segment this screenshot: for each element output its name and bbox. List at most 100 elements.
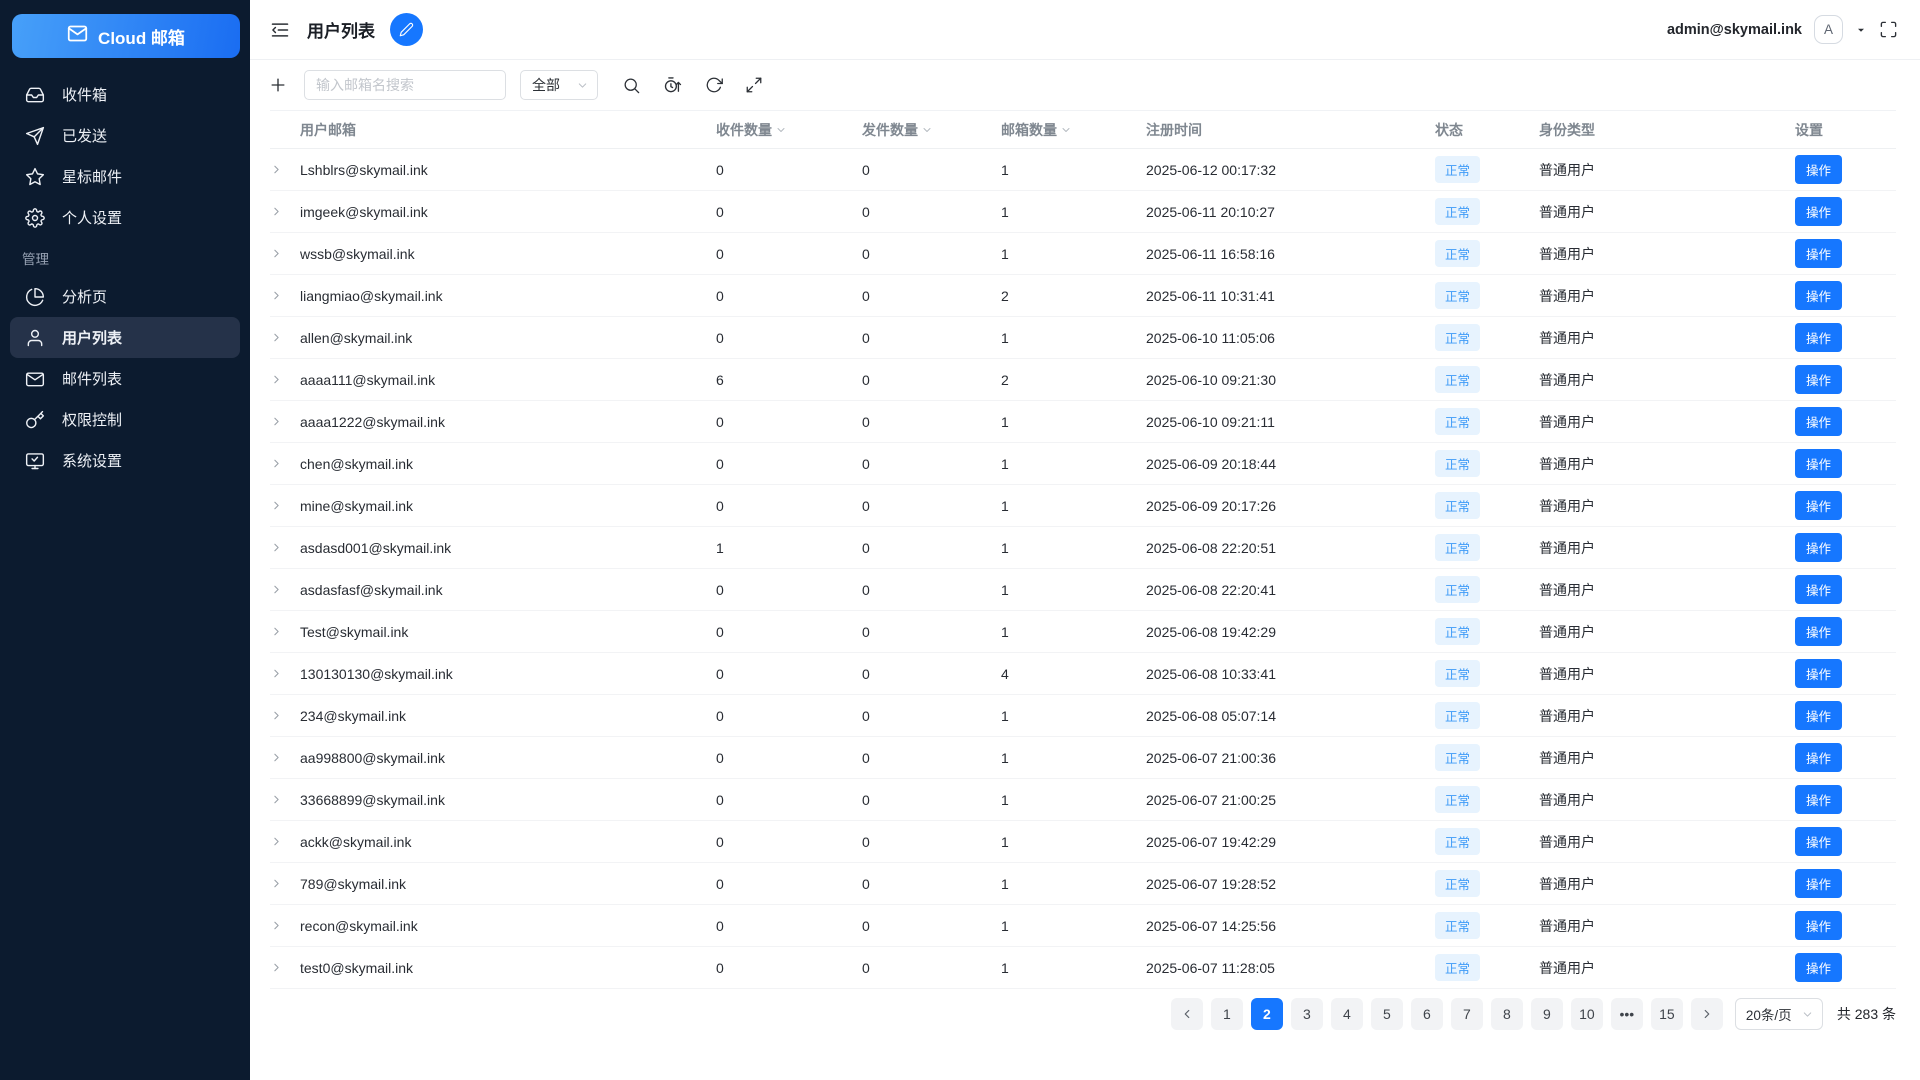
app-logo[interactable]: Cloud 邮箱 [12, 14, 240, 58]
refresh-button[interactable] [705, 76, 723, 94]
row-action-button[interactable]: 操作 [1795, 155, 1843, 184]
row-action-button[interactable]: 操作 [1795, 407, 1843, 436]
mail-logo-icon [67, 25, 88, 42]
pagination-page-button[interactable]: 15 [1650, 998, 1683, 1030]
col-header-sent-count[interactable]: 发件数量 [862, 120, 1001, 140]
sidebar-item-inbox[interactable]: 收件箱 [0, 74, 250, 115]
edit-button[interactable] [390, 13, 423, 46]
row-expand-chevron-icon[interactable] [270, 751, 300, 764]
sort-caret-icon[interactable] [1060, 124, 1072, 136]
row-expand-chevron-icon[interactable] [270, 961, 300, 974]
row-expand-chevron-icon[interactable] [270, 583, 300, 596]
app-logo-label: Cloud 邮箱 [98, 28, 185, 48]
row-action-button[interactable]: 操作 [1795, 491, 1843, 520]
row-action-button[interactable]: 操作 [1795, 239, 1843, 268]
search-button[interactable] [622, 76, 641, 95]
row-expand-chevron-icon[interactable] [270, 541, 300, 554]
pagination-page-button[interactable]: 2 [1250, 998, 1283, 1030]
row-expand-chevron-icon[interactable] [270, 835, 300, 848]
pagination-page-button[interactable]: 10 [1570, 998, 1603, 1030]
row-expand-chevron-icon[interactable] [270, 163, 300, 176]
row-action-button[interactable]: 操作 [1795, 575, 1843, 604]
row-action-button[interactable]: 操作 [1795, 281, 1843, 310]
col-header-mailbox-count[interactable]: 邮箱数量 [1001, 120, 1146, 140]
fullscreen-button[interactable] [1879, 20, 1898, 39]
status-badge: 正常 [1435, 618, 1481, 645]
row-expand-chevron-icon[interactable] [270, 205, 300, 218]
add-user-button[interactable] [268, 75, 288, 95]
sidebar-item-starred[interactable]: 星标邮件 [0, 156, 250, 197]
filter-select[interactable]: 全部 [520, 70, 598, 100]
row-action-button[interactable]: 操作 [1795, 365, 1843, 394]
cell-sent-count: 0 [862, 203, 870, 220]
pagination-page-button[interactable]: 5 [1370, 998, 1403, 1030]
row-action-button[interactable]: 操作 [1795, 869, 1843, 898]
sidebar-item-permission-control[interactable]: 权限控制 [0, 399, 250, 440]
row-action-button[interactable]: 操作 [1795, 827, 1843, 856]
row-expand-chevron-icon[interactable] [270, 331, 300, 344]
row-expand-chevron-icon[interactable] [270, 457, 300, 470]
row-action-button[interactable]: 操作 [1795, 911, 1843, 940]
page-size-select[interactable]: 20条/页 [1734, 998, 1823, 1030]
row-expand-chevron-icon[interactable] [270, 919, 300, 932]
pagination-page-button[interactable]: 4 [1330, 998, 1363, 1030]
cell-mailbox-count: 2 [1001, 287, 1009, 304]
row-action-button[interactable]: 操作 [1795, 701, 1843, 730]
sidebar-item-personal-settings[interactable]: 个人设置 [0, 197, 250, 238]
row-action-button[interactable]: 操作 [1795, 743, 1843, 772]
row-expand-chevron-icon[interactable] [270, 289, 300, 302]
row-expand-chevron-icon[interactable] [270, 499, 300, 512]
row-action-button[interactable]: 操作 [1795, 323, 1843, 352]
pagination-page-button[interactable]: 7 [1450, 998, 1483, 1030]
cell-recv-count: 0 [716, 665, 724, 682]
row-action-button[interactable]: 操作 [1795, 785, 1843, 814]
pagination-next-button[interactable] [1690, 998, 1723, 1030]
table-row: 130130130@skymail.ink 0 0 4 2025-06-08 10:33… [270, 653, 1896, 695]
cell-sent-count: 0 [862, 371, 870, 388]
avatar[interactable]: A [1814, 15, 1843, 44]
table-row: allen@skymail.ink 0 0 1 2025-06-10 11:05:06 正… [270, 317, 1896, 359]
row-expand-chevron-icon[interactable] [270, 793, 300, 806]
cell-mailbox-count: 1 [1001, 959, 1009, 976]
row-action-button[interactable]: 操作 [1795, 533, 1843, 562]
pagination-prev-button[interactable] [1170, 998, 1203, 1030]
cell-recv-count: 1 [716, 539, 724, 556]
col-header-recv-count[interactable]: 收件数量 [716, 120, 862, 140]
menu-fold-button[interactable] [270, 20, 290, 40]
search-input[interactable] [304, 70, 506, 100]
pagination-page-button[interactable]: 6 [1410, 998, 1443, 1030]
row-action-button[interactable]: 操作 [1795, 197, 1843, 226]
sort-caret-icon[interactable] [775, 124, 787, 136]
sidebar-item-system-settings[interactable]: 系统设置 [0, 440, 250, 481]
cell-reg-time: 2025-06-07 11:28:05 [1146, 959, 1275, 976]
sidebar-item-sent[interactable]: 已发送 [0, 115, 250, 156]
row-action-button[interactable]: 操作 [1795, 659, 1843, 688]
row-expand-chevron-icon[interactable] [270, 373, 300, 386]
chevron-down-icon [1062, 128, 1070, 132]
sidebar-item-analytics[interactable]: 分析页 [0, 276, 250, 317]
row-expand-chevron-icon[interactable] [270, 667, 300, 680]
row-action-button[interactable]: 操作 [1795, 953, 1843, 982]
row-expand-chevron-icon[interactable] [270, 247, 300, 260]
row-action-button[interactable]: 操作 [1795, 617, 1843, 646]
sidebar-item-mail-list[interactable]: 邮件列表 [0, 358, 250, 399]
row-expand-chevron-icon[interactable] [270, 415, 300, 428]
row-action-button[interactable]: 操作 [1795, 449, 1843, 478]
cell-user-email: chen@skymail.ink [300, 455, 414, 472]
account-caret-icon[interactable] [1855, 24, 1867, 36]
row-expand-chevron-icon[interactable] [270, 877, 300, 890]
pagination-page-button[interactable]: 8 [1490, 998, 1523, 1030]
pagination-page-button[interactable]: 3 [1290, 998, 1323, 1030]
pagination-ellipsis-button[interactable]: ••• [1610, 998, 1643, 1030]
row-expand-chevron-icon[interactable] [270, 625, 300, 638]
sidebar-item-user-list[interactable]: 用户列表 [10, 317, 240, 358]
chevron-right-icon [274, 249, 279, 258]
expand-table-button[interactable] [745, 76, 763, 94]
chevron-right-icon [274, 921, 279, 930]
sort-caret-icon[interactable] [921, 124, 933, 136]
row-expand-chevron-icon[interactable] [270, 709, 300, 722]
pagination-page-button[interactable]: 1 [1210, 998, 1243, 1030]
time-sort-button[interactable] [663, 75, 683, 95]
cell-sent-count: 0 [862, 413, 870, 430]
pagination-page-button[interactable]: 9 [1530, 998, 1563, 1030]
